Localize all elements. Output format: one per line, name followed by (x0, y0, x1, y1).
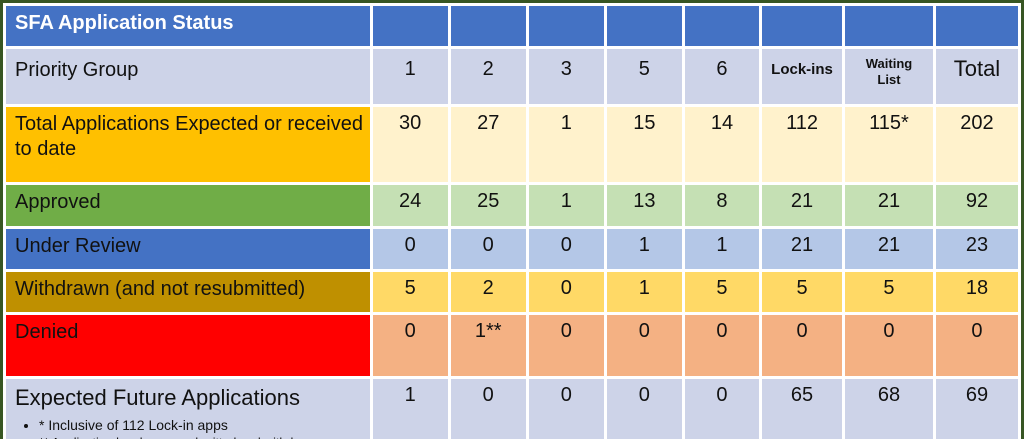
table-cell: 1 (528, 107, 604, 182)
table-cell: 13 (606, 185, 682, 226)
table-cell: 0 (372, 315, 448, 376)
table-cell: 23 (935, 229, 1018, 269)
column-header-3: 3 (528, 49, 604, 104)
table-cell: 18 (935, 272, 1018, 312)
row-expected-future: Expected Future Applications * Inclusive… (6, 379, 1018, 439)
column-header-waiting-list: Waiting List (845, 49, 933, 104)
table-cell: 1 (606, 272, 682, 312)
title-row: SFA Application Status (6, 6, 1018, 46)
header-spacer-cell (528, 6, 604, 46)
table-cell: 0 (684, 315, 759, 376)
table-cell: 1 (528, 185, 604, 226)
expected-future-label: Expected Future Applications (15, 385, 300, 410)
footnote-lockins: * Inclusive of 112 Lock-in apps (39, 416, 364, 435)
table-cell: 14 (684, 107, 759, 182)
table-cell: 21 (762, 185, 843, 226)
table-cell: 0 (684, 379, 759, 439)
table-cell: 1 (606, 229, 682, 269)
table-cell: 5 (762, 272, 843, 312)
table-cell: 112 (762, 107, 843, 182)
table-cell: 5 (372, 272, 448, 312)
table-cell: 0 (845, 315, 933, 376)
row-denied: Denied 0 1** 0 0 0 0 0 0 (6, 315, 1018, 376)
table-cell: 0 (606, 379, 682, 439)
table-cell: 69 (935, 379, 1018, 439)
row-label-denied: Denied (6, 315, 370, 376)
row-approved: Approved 24 25 1 13 8 21 21 92 (6, 185, 1018, 226)
table-cell: 15 (606, 107, 682, 182)
row-total-applications: Total Applications Expected or received … (6, 107, 1018, 182)
footnotes-list: * Inclusive of 112 Lock-in apps ** Appli… (15, 416, 364, 439)
table-cell: 8 (684, 185, 759, 226)
row-under-review: Under Review 0 0 0 1 1 21 21 23 (6, 229, 1018, 269)
column-header-2: 2 (450, 49, 526, 104)
table-cell: 21 (762, 229, 843, 269)
footnote-resubmitted: ** Application has been resubmitted and … (39, 435, 359, 439)
table-cell: 0 (372, 229, 448, 269)
header-spacer-cell (935, 6, 1018, 46)
header-spacer-cell (450, 6, 526, 46)
column-header-5: 5 (606, 49, 682, 104)
header-spacer-cell (606, 6, 682, 46)
table-cell: 0 (528, 315, 604, 376)
table-cell: 92 (935, 185, 1018, 226)
table-cell: 30 (372, 107, 448, 182)
table-title: SFA Application Status (6, 6, 370, 46)
table-cell: 1 (684, 229, 759, 269)
table-cell: 0 (528, 272, 604, 312)
column-header-total: Total (935, 49, 1018, 104)
column-header-row: Priority Group 1 2 3 5 6 Lock-ins Waitin… (6, 49, 1018, 104)
row-label-expected-future: Expected Future Applications * Inclusive… (6, 379, 370, 439)
table-cell: 5 (845, 272, 933, 312)
header-spacer-cell (372, 6, 448, 46)
column-header-6: 6 (684, 49, 759, 104)
table-cell: 1 (372, 379, 448, 439)
table-cell: 5 (684, 272, 759, 312)
table-cell: 2 (450, 272, 526, 312)
row-label-withdrawn: Withdrawn (and not resubmitted) (6, 272, 370, 312)
table-cell: 0 (450, 229, 526, 269)
header-spacer-cell (845, 6, 933, 46)
table-cell: 1** (450, 315, 526, 376)
table-cell: 0 (606, 315, 682, 376)
row-label-approved: Approved (6, 185, 370, 226)
column-header-lockins: Lock-ins (762, 49, 843, 104)
header-spacer-cell (684, 6, 759, 46)
table-cell: 65 (762, 379, 843, 439)
table-cell: 115* (845, 107, 933, 182)
row-withdrawn: Withdrawn (and not resubmitted) 5 2 0 1 … (6, 272, 1018, 312)
table-cell: 21 (845, 229, 933, 269)
row-label-under-review: Under Review (6, 229, 370, 269)
table-cell: 0 (528, 229, 604, 269)
table-cell: 0 (762, 315, 843, 376)
row-label-total-applications: Total Applications Expected or received … (6, 107, 370, 182)
table-cell: 24 (372, 185, 448, 226)
table-cell: 202 (935, 107, 1018, 182)
table-cell: 27 (450, 107, 526, 182)
column-header-1: 1 (372, 49, 448, 104)
table-cell: 0 (935, 315, 1018, 376)
table-cell: 0 (450, 379, 526, 439)
table-cell: 68 (845, 379, 933, 439)
table-cell: 25 (450, 185, 526, 226)
table-cell: 21 (845, 185, 933, 226)
table-cell: 0 (528, 379, 604, 439)
priority-group-label: Priority Group (6, 49, 370, 104)
header-spacer-cell (762, 6, 843, 46)
